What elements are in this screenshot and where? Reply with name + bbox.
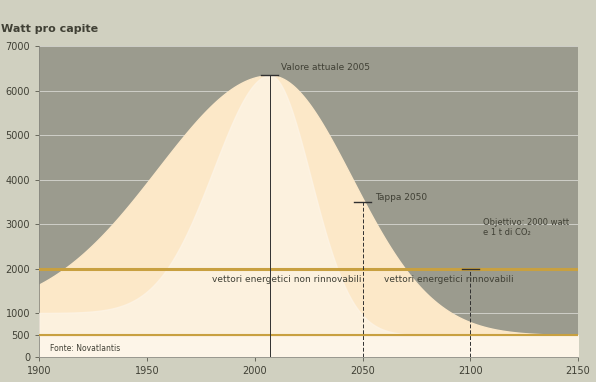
Text: Tappa 2050: Tappa 2050 (375, 193, 427, 202)
Text: vettori energetici rinnovabili: vettori energetici rinnovabili (384, 275, 514, 284)
Text: Objettivo: 2000 watt
e 1 t di CO₂: Objettivo: 2000 watt e 1 t di CO₂ (483, 218, 569, 237)
Text: Fonte: Novatlantis: Fonte: Novatlantis (50, 344, 120, 353)
Text: Valore attuale 2005: Valore attuale 2005 (281, 63, 370, 72)
Text: vettori energetici non rinnovabili: vettori energetici non rinnovabili (212, 275, 361, 284)
Text: Watt pro capite: Watt pro capite (1, 24, 98, 34)
